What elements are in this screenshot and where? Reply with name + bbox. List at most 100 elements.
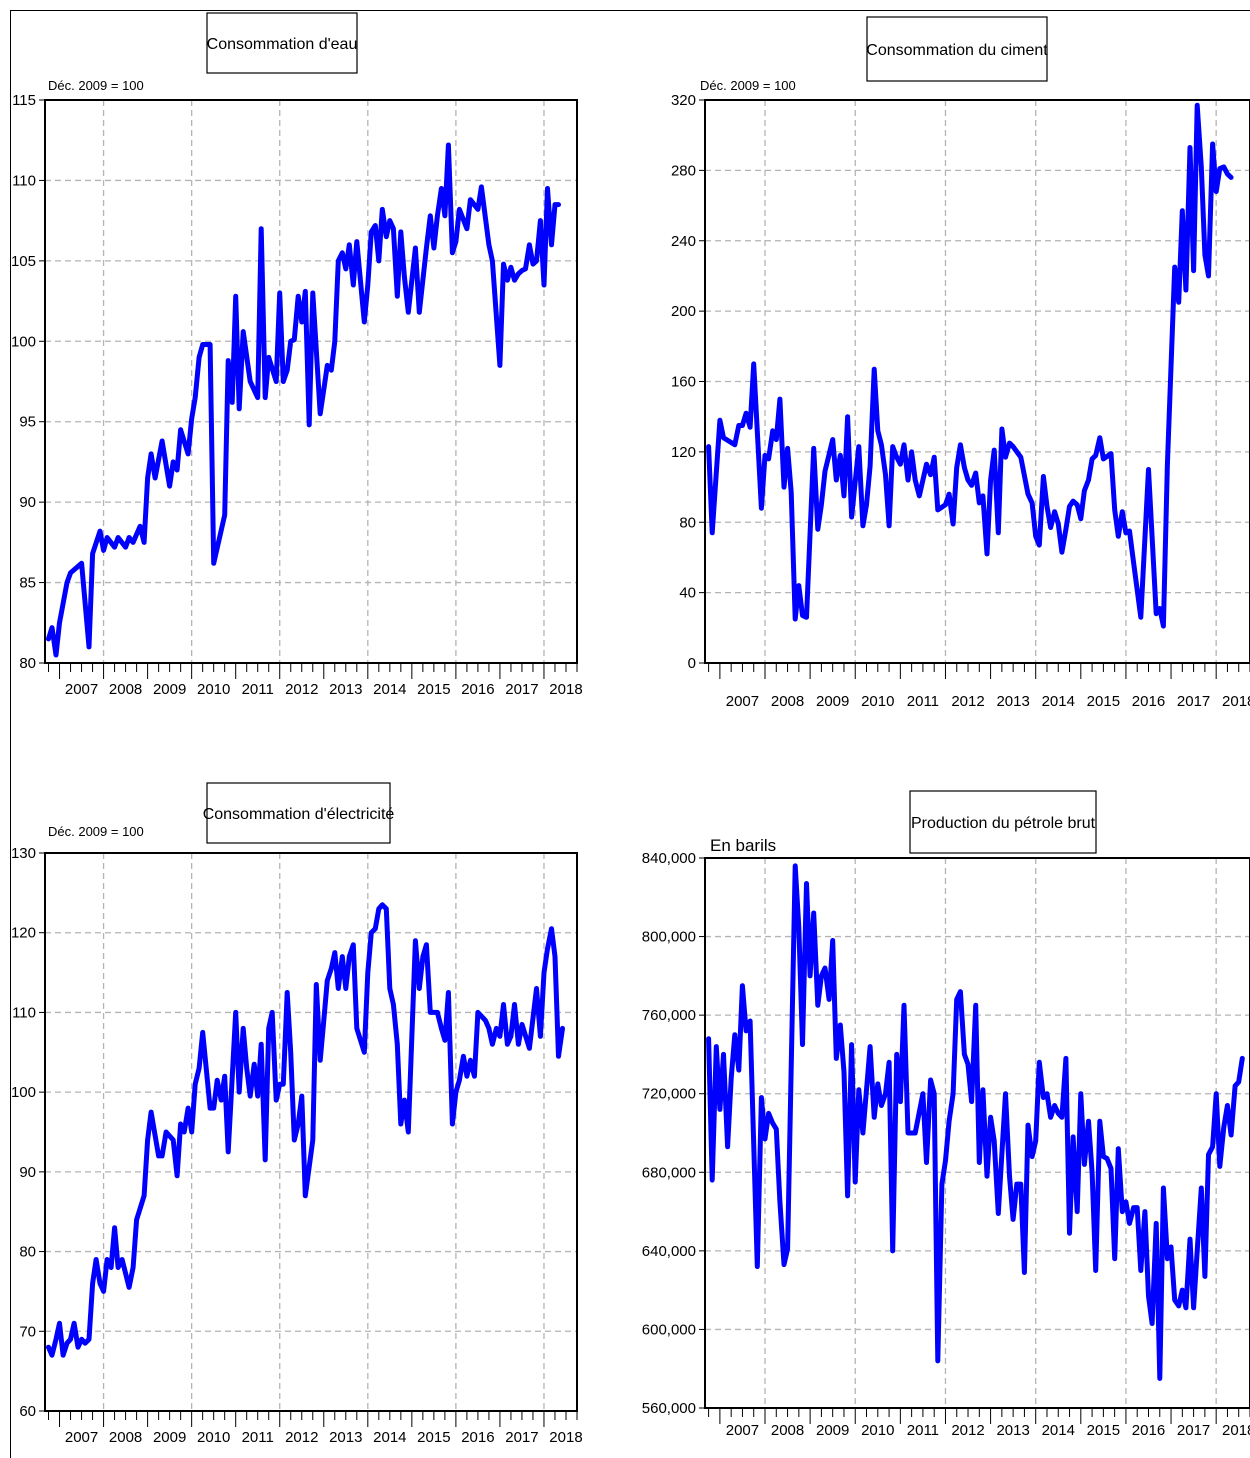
x-year-label: 2017 — [1177, 693, 1210, 710]
series-line — [46, 142, 561, 658]
x-year-label: 2008 — [771, 693, 804, 710]
x-year-label: 2012 — [951, 693, 984, 710]
x-year-label: 2007 — [65, 1429, 98, 1446]
x-year-label: 2017 — [1177, 1422, 1210, 1439]
y-tick-label: 90 — [19, 1164, 36, 1181]
y-tick-label: 760,000 — [642, 1007, 696, 1024]
y-tick-label: 80 — [19, 1244, 36, 1261]
y-tick-label: 100 — [11, 333, 36, 350]
figure-frame — [10, 10, 1250, 1458]
x-year-label: 2009 — [816, 693, 849, 710]
series-line — [706, 102, 1234, 629]
x-year-label: 2013 — [329, 681, 362, 698]
x-year-label: 2007 — [726, 1422, 759, 1439]
x-year-label: 2008 — [109, 681, 142, 698]
x-year-label: 2012 — [285, 681, 318, 698]
chart-title-box — [909, 790, 1097, 854]
x-year-label: 2011 — [907, 693, 939, 710]
x-year-label: 2010 — [861, 693, 894, 710]
x-year-label: 2011 — [242, 681, 274, 698]
y-tick-label: 60 — [19, 1403, 36, 1420]
y-tick-label: 120 — [671, 444, 696, 461]
y-tick-label: 0 — [688, 655, 696, 672]
x-year-label: 2008 — [771, 1422, 804, 1439]
x-year-label: 2014 — [1042, 1422, 1075, 1439]
y-tick-label: 110 — [12, 172, 36, 189]
chart-title: Production du pétrole brut — [911, 815, 1096, 832]
y-tick-label: 95 — [19, 414, 36, 431]
plot-frame — [44, 99, 578, 664]
x-year-label: 2014 — [1042, 693, 1075, 710]
x-year-label: 2013 — [996, 693, 1029, 710]
plot-frame — [44, 852, 578, 1412]
unit-label: En barils — [710, 836, 776, 855]
x-year-label: 2012 — [285, 1429, 318, 1446]
unit-label: Déc. 2009 = 100 — [700, 78, 796, 93]
y-tick-label: 85 — [19, 575, 36, 592]
y-tick-label: 240 — [671, 233, 696, 250]
chart-title-box — [206, 782, 391, 844]
y-tick-label: 80 — [679, 514, 696, 531]
x-year-label: 2013 — [329, 1429, 362, 1446]
series-line — [706, 863, 1245, 1381]
y-tick-label: 200 — [671, 303, 696, 320]
x-year-label: 2018 — [549, 681, 582, 698]
x-year-label: 2016 — [461, 1429, 494, 1446]
x-year-label: 2010 — [197, 681, 230, 698]
y-tick-label: 105 — [11, 253, 36, 270]
x-year-label: 2016 — [1132, 1422, 1165, 1439]
y-tick-label: 680,000 — [642, 1164, 696, 1181]
y-tick-label: 600,000 — [642, 1321, 696, 1338]
unit-label: Déc. 2009 = 100 — [48, 824, 144, 839]
x-year-label: 2017 — [505, 681, 538, 698]
x-year-label: 2014 — [373, 681, 406, 698]
y-tick-label: 100 — [11, 1084, 36, 1101]
x-year-label: 2018 — [549, 1429, 582, 1446]
x-year-label: 2018 — [1222, 1422, 1250, 1439]
x-year-label: 2008 — [109, 1429, 142, 1446]
chart-title: Consommation du ciment — [866, 42, 1048, 59]
x-year-label: 2012 — [951, 1422, 984, 1439]
x-year-label: 2015 — [1087, 1422, 1120, 1439]
y-tick-label: 840,000 — [642, 850, 696, 867]
y-tick-label: 120 — [11, 925, 36, 942]
x-year-label: 2016 — [1132, 693, 1165, 710]
x-year-label: 2009 — [816, 1422, 849, 1439]
x-year-label: 2013 — [996, 1422, 1029, 1439]
x-year-label: 2009 — [153, 1429, 186, 1446]
y-tick-label: 110 — [12, 1004, 36, 1021]
y-tick-label: 320 — [671, 92, 696, 109]
x-year-label: 2007 — [726, 693, 759, 710]
chart-panel-3: 60 70 80 90 100 110 120 130 2007 2008 2009 2010 2011… — [11, 782, 583, 1446]
unit-label: Déc. 2009 = 100 — [48, 78, 144, 93]
x-year-label: 2015 — [417, 1429, 450, 1446]
y-tick-label: 90 — [19, 494, 36, 511]
y-tick-label: 70 — [19, 1323, 36, 1340]
chart-panel-1: 80 85 90 95 100 105 110 115 2007 2008 2009 2010 2011… — [11, 12, 583, 698]
x-year-label: 2015 — [1087, 693, 1120, 710]
chart-title-box — [206, 12, 358, 74]
chart-title-box — [866, 16, 1048, 82]
y-tick-label: 130 — [11, 845, 36, 862]
y-tick-label: 280 — [671, 162, 696, 179]
x-year-label: 2007 — [65, 681, 98, 698]
y-tick-label: 720,000 — [642, 1086, 696, 1103]
y-tick-label: 640,000 — [642, 1243, 696, 1260]
chart-panel-4: 560,000 600,000 640,000 680,000 720,000 760,0… — [642, 790, 1250, 1439]
chart-panel-2: 0 40 80 120 160 200 240 280 320 2007 2008 2009 2010 2… — [671, 16, 1250, 710]
y-tick-label: 560,000 — [642, 1400, 696, 1417]
chart-title: Consommation d'eau — [207, 36, 358, 53]
y-tick-label: 800,000 — [642, 929, 696, 946]
plot-frame — [704, 99, 1250, 664]
x-year-label: 2011 — [242, 1429, 274, 1446]
x-year-label: 2011 — [907, 1422, 939, 1439]
x-year-label: 2010 — [197, 1429, 230, 1446]
x-year-label: 2015 — [417, 681, 450, 698]
x-year-label: 2009 — [153, 681, 186, 698]
series-line — [46, 902, 565, 1358]
x-year-label: 2014 — [373, 1429, 406, 1446]
x-year-label: 2010 — [861, 1422, 894, 1439]
y-tick-label: 80 — [19, 655, 36, 672]
x-year-label: 2017 — [505, 1429, 538, 1446]
